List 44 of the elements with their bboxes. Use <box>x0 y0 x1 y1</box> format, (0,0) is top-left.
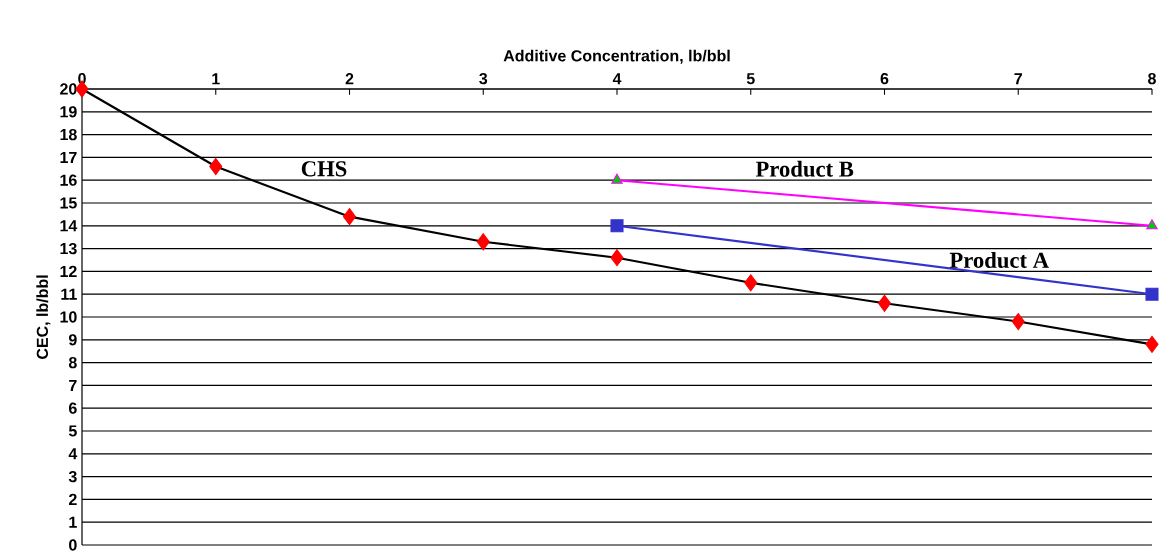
y-tick-label: 6 <box>68 402 77 414</box>
point <box>610 219 624 233</box>
y-tick-label: 20 <box>60 83 77 95</box>
y-tick-label: 14 <box>60 220 78 232</box>
y-tick-label: 17 <box>60 151 77 163</box>
point <box>209 157 223 176</box>
x-tick-label: 6 <box>880 72 889 85</box>
y-tick-label: 16 <box>60 174 77 186</box>
x-tick-label: 4 <box>612 73 622 85</box>
x-tick-label: 5 <box>746 73 755 85</box>
series-label: Product A <box>949 251 1049 268</box>
point <box>1145 335 1159 353</box>
point <box>744 274 758 292</box>
x-tick-label: 8 <box>1148 72 1156 85</box>
y-tick-label: 15 <box>60 197 77 209</box>
point <box>1011 313 1025 331</box>
x-axis-title: Additive Concentration, lb/bbl <box>503 49 730 64</box>
y-axis-title: CEC, lb/bbl <box>36 275 51 359</box>
x-tick-label: 2 <box>345 73 354 85</box>
y-tick-label: 5 <box>68 425 77 437</box>
x-tick-label: 1 <box>212 73 220 85</box>
series-label: Product B <box>755 160 854 177</box>
x-tick-label: 3 <box>479 72 488 85</box>
y-tick-label: 11 <box>61 288 77 300</box>
y-tick-label: 0 <box>69 539 77 551</box>
y-tick-label: 2 <box>68 493 77 505</box>
y-tick-label: 8 <box>68 356 77 369</box>
y-tick-label: 7 <box>69 379 77 391</box>
y-tick-label: 13 <box>60 242 77 255</box>
y-tick-label: 18 <box>60 128 77 141</box>
y-tick-label: 1 <box>69 516 77 528</box>
y-tick-label: 3 <box>68 470 77 483</box>
y-tick-label: 12 <box>60 265 77 277</box>
point <box>610 249 624 267</box>
y-tick-label: 4 <box>68 448 78 460</box>
y-tick-label: 19 <box>60 106 77 118</box>
point <box>476 233 490 251</box>
y-tick-label: 9 <box>68 334 77 346</box>
point <box>1145 287 1159 301</box>
series-label: CHS <box>301 161 347 177</box>
y-tick-label: 10 <box>60 311 77 323</box>
point <box>877 294 892 312</box>
x-tick-label: 7 <box>1014 73 1022 85</box>
point <box>342 208 357 226</box>
